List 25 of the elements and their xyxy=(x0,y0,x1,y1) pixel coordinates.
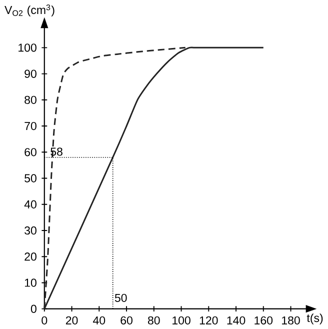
x-tick-label: 180 xyxy=(282,316,300,324)
x-tick-label: 140 xyxy=(227,316,246,324)
x-tick-label: 40 xyxy=(93,316,106,324)
x-tick-label: 120 xyxy=(200,316,218,324)
y-tick-label: 70 xyxy=(24,122,37,130)
annotation: 50 xyxy=(114,294,127,302)
y-tick-label: 30 xyxy=(24,226,37,235)
annotation: 58 xyxy=(50,148,63,156)
x-tick-label: 60 xyxy=(120,316,133,324)
x-tick-label: 20 xyxy=(66,316,78,324)
y-tick-label: 50 xyxy=(24,174,37,182)
y-tick-label: 10 xyxy=(25,278,37,287)
x-tick-label: 160 xyxy=(254,316,273,324)
y-tick-label: 100 xyxy=(18,44,37,52)
y-tick-label: 40 xyxy=(24,200,37,208)
y-tick-label: 90 xyxy=(24,70,37,78)
x-tick-label: 80 xyxy=(148,316,160,324)
x-axis-title: t(s) xyxy=(306,314,323,324)
y-axis-title: V$_{O2}$ (cm$^{3}$) xyxy=(4,4,54,16)
x-tick-label: 0 xyxy=(42,316,48,324)
y-tick-label: 0 xyxy=(31,304,37,313)
x-tick-label: 100 xyxy=(172,316,190,324)
y-tick-label: 80 xyxy=(24,96,37,104)
y-tick-label: 20 xyxy=(24,252,37,261)
y-tick-label: 60 xyxy=(24,148,37,156)
